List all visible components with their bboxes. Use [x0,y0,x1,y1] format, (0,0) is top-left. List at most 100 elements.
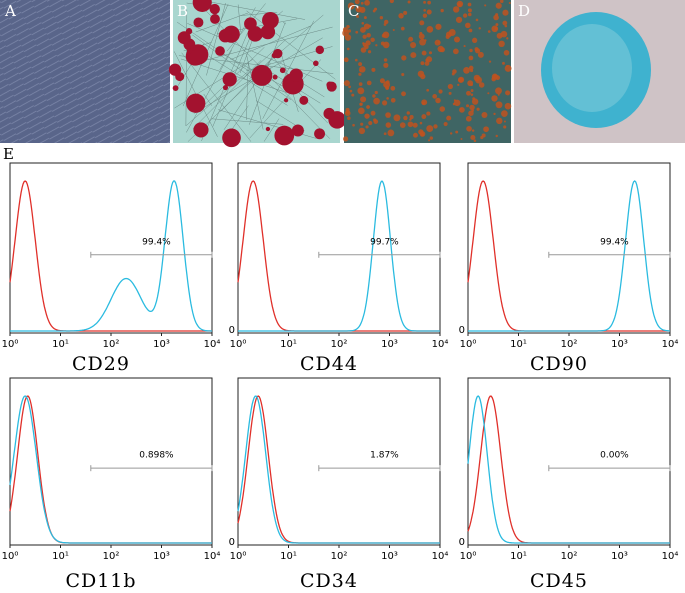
nodule [210,14,220,24]
droplet [455,130,459,134]
droplet [465,115,472,122]
droplet [360,47,367,53]
droplet [477,51,484,58]
droplet [499,0,504,4]
droplet [493,14,499,21]
x-tick-label: 10¹ [280,339,297,350]
droplet [365,40,371,46]
droplet [424,61,430,66]
droplet [355,30,359,34]
droplet [505,65,508,68]
droplet [379,78,385,84]
droplet [473,74,481,82]
droplet [420,61,425,66]
histogram-curve [468,180,670,332]
droplet [481,111,488,118]
droplet [470,83,473,86]
nodule [172,85,179,92]
droplet [505,90,511,96]
nodule [186,93,206,113]
droplet [473,139,477,143]
droplet [349,89,353,93]
droplet [423,9,426,12]
droplet [503,120,506,123]
droplet [429,136,434,140]
nodule [283,98,289,103]
droplet [370,110,376,116]
droplet [447,83,454,90]
droplet [452,6,460,13]
droplet [419,20,425,26]
droplet [420,132,425,137]
x-tick-label: 10¹ [510,339,527,350]
droplet [372,94,376,98]
droplet [476,107,480,111]
droplet [457,77,464,83]
x-tick-label: 10⁴ [204,339,221,350]
nodule [209,3,220,15]
droplet [426,125,434,132]
droplet [413,132,418,138]
droplet [452,69,457,74]
droplet [484,4,487,7]
fiber [195,12,249,33]
x-tick-label: 10³ [153,339,170,350]
droplet [457,2,462,7]
droplet [385,112,391,118]
droplet [390,97,396,103]
fiber [193,26,333,64]
x-tick-label: 10³ [153,551,170,562]
droplet [453,48,459,55]
droplet [368,24,372,28]
droplet [419,38,426,46]
histogram-curve [10,180,212,332]
droplet [344,34,352,41]
droplet [437,45,444,53]
droplet [448,29,456,36]
droplet [401,91,406,97]
droplet [426,111,431,116]
droplet [401,55,407,61]
x-tick-label: 10⁴ [432,551,449,562]
droplet [453,36,461,43]
x-tick-label: 10² [103,551,120,562]
droplet [426,88,430,92]
droplet [435,23,442,30]
droplet [496,32,503,39]
droplet [366,80,372,86]
image-d [514,0,685,143]
x-tick-label: 10⁰ [460,339,477,350]
droplet [381,33,386,38]
droplet [468,55,474,61]
histogram-curve [237,180,440,332]
droplet [502,9,509,16]
droplet [506,37,509,40]
droplet [468,65,474,71]
droplet [401,72,405,77]
droplet [363,16,367,20]
droplet [478,82,485,88]
x-tick-label: 10³ [381,339,398,350]
droplet [421,114,427,120]
droplet [459,107,465,113]
droplet [387,129,395,137]
fiber [242,39,286,79]
droplet [468,28,473,33]
nodule [168,63,182,76]
droplet [347,116,351,120]
marker-name: CD90 [530,353,588,375]
x-tick-label: 10⁴ [432,339,449,350]
histogram-curve [237,395,440,544]
nodule [262,11,279,29]
droplet [480,135,484,140]
droplet [371,67,376,72]
droplet [428,139,431,142]
droplet [347,2,355,10]
marker-name: CD29 [72,353,130,375]
droplet [483,126,489,133]
x-tick-label: 10³ [611,339,628,350]
droplet [398,13,404,19]
droplet [495,23,499,27]
droplet [475,18,479,22]
marker-name: CD44 [300,353,358,375]
